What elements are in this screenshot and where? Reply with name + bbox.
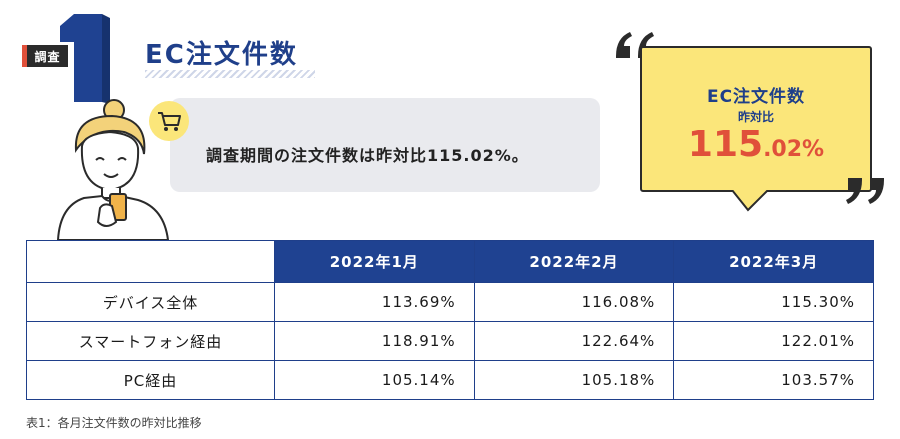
shopping-cart-icon: [149, 101, 189, 141]
page-title: EC注文件数: [145, 40, 298, 70]
column-header: 2022年3月: [673, 240, 874, 283]
table-row: PC経由 105.14% 105.18% 103.57%: [26, 360, 874, 400]
callout-subtitle: 昨対比: [737, 110, 774, 124]
callout-title: EC注文件数: [706, 87, 806, 107]
close-quote-icon: [846, 178, 884, 204]
table-row: スマートフォン経由 118.91% 122.64% 122.01%: [26, 321, 874, 361]
column-header: 2022年1月: [274, 240, 475, 283]
table-cell: 115.30%: [673, 282, 874, 322]
table-row: デバイス全体 113.69% 116.08% 115.30%: [26, 282, 874, 322]
table-cell: 118.91%: [274, 321, 475, 361]
table-cell: 113.69%: [274, 282, 475, 322]
callout-value-main: 115: [687, 124, 764, 165]
highlight-callout: [640, 46, 872, 192]
table-header-row: 2022年1月 2022年2月 2022年3月: [26, 240, 874, 283]
table-cell: 103.57%: [673, 360, 874, 400]
person-with-phone-illustration: [56, 99, 170, 240]
table-cell: 105.14%: [274, 360, 475, 400]
table-cell: 122.01%: [673, 321, 874, 361]
row-label: PC経由: [26, 360, 275, 400]
row-label: デバイス全体: [26, 282, 275, 322]
table-cell: 122.64%: [473, 321, 675, 361]
section-badge-label: 調査: [22, 45, 68, 67]
table-cell: 105.18%: [473, 360, 675, 400]
row-label: スマートフォン経由: [26, 321, 275, 361]
callout-tail: [731, 190, 769, 212]
table-caption: 表1：各月注文件数の昨対比推移: [26, 416, 202, 430]
table-corner-cell: [26, 240, 275, 283]
yoy-orders-table: 2022年1月 2022年2月 2022年3月 デバイス全体 113.69% 1…: [26, 240, 874, 400]
section-number-badge: [60, 14, 110, 104]
table-cell: 116.08%: [473, 282, 675, 322]
speech-bubble: [170, 98, 600, 192]
title-underline: [145, 70, 315, 78]
callout-value-decimal: .02%: [763, 137, 825, 162]
speech-text: 調査期間の注文件数は昨対比115.02%。: [206, 146, 529, 165]
callout-value: 115.02%: [640, 124, 872, 165]
column-header: 2022年2月: [473, 240, 675, 283]
